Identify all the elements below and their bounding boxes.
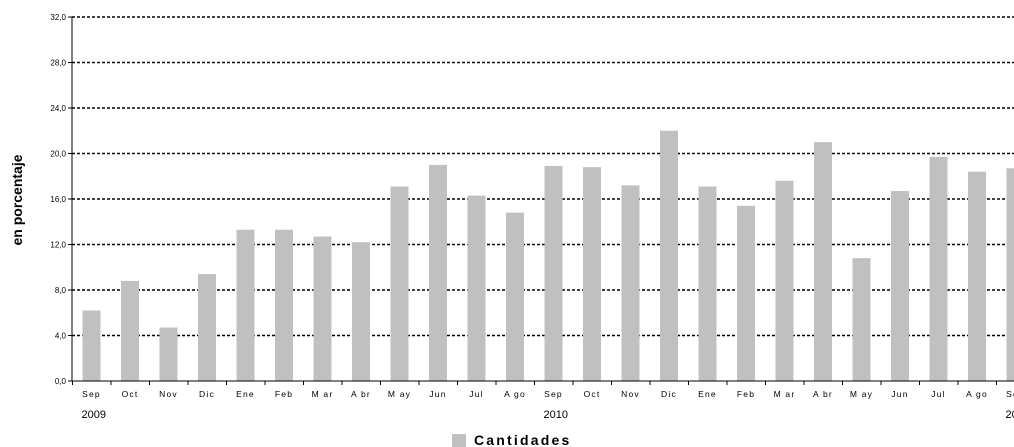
bar	[737, 205, 755, 381]
year-label: 2011	[1006, 409, 1014, 421]
y-tick-label: 28,0	[50, 59, 66, 68]
x-tick-label: Nov	[621, 389, 640, 399]
bar	[429, 164, 447, 381]
bar	[1006, 168, 1014, 381]
bar	[198, 274, 216, 381]
y-tick-label: 12,0	[50, 241, 66, 250]
x-tick-label: Dic	[661, 389, 677, 399]
y-tick-label: 24,0	[50, 104, 66, 113]
bar	[467, 195, 486, 381]
bar	[814, 142, 832, 381]
bar	[929, 156, 948, 381]
x-tick-label: Feb	[737, 389, 755, 399]
y-tick-label: 0,0	[55, 377, 67, 386]
x-tick-label: A go	[966, 389, 988, 399]
y-tick-label: 4,0	[55, 332, 67, 341]
x-tick-label: M ar	[312, 389, 334, 399]
bar	[698, 186, 717, 381]
x-tick-label: Ene	[236, 389, 255, 399]
y-tick-label: 8,0	[55, 286, 67, 295]
x-tick-label: Nov	[159, 389, 178, 399]
y-tick-label: 16,0	[50, 195, 66, 204]
bar	[159, 327, 178, 381]
bar	[621, 185, 640, 381]
bar	[82, 310, 101, 381]
gridlines	[72, 16, 1014, 337]
x-tick-label: Feb	[275, 389, 293, 399]
year-label: 2009	[82, 409, 106, 421]
legend-label: Cantidades	[474, 432, 571, 447]
x-tick-label: Jul	[931, 389, 945, 399]
x-tick-label: M ay	[388, 389, 411, 399]
x-axis-ticks: Sep Oct Nov Dic Ene Feb M ar A br M ay Jun Jul A go…	[72, 381, 1014, 399]
y-tick-label: 20,0	[50, 150, 66, 159]
bar	[352, 242, 370, 381]
bar	[121, 280, 139, 381]
x-tick-label: A go	[504, 389, 526, 399]
legend: Cantidades	[452, 432, 571, 447]
x-tick-label: A br	[813, 389, 833, 399]
bar	[660, 130, 678, 381]
x-tick-label: Jul	[469, 389, 483, 399]
bar	[506, 212, 524, 381]
y-tick-label: 32,0	[50, 13, 66, 22]
bar	[236, 229, 255, 381]
y-axis-label: en porcentaje	[9, 154, 25, 245]
x-tick-label: M ar	[774, 389, 796, 399]
bar	[852, 258, 871, 381]
x-tick-label: M ay	[850, 389, 873, 399]
x-tick-label: Jun	[429, 389, 446, 399]
bars	[82, 130, 1014, 381]
y-axis-ticks: 0,0 4,0 8,0 12,0 16,0 20,0 24,0 28,0 32,0	[50, 13, 72, 386]
x-tick-label: Dic	[199, 389, 215, 399]
bar	[313, 236, 332, 381]
year-labels: 2009 2010 2011	[82, 409, 1014, 421]
x-tick-label: Sep	[544, 389, 563, 399]
x-tick-label: Ene	[698, 389, 717, 399]
bar	[544, 166, 563, 381]
x-tick-label: Jun	[891, 389, 908, 399]
x-tick-label: A br	[351, 389, 371, 399]
x-tick-label: Oct	[122, 389, 139, 399]
x-tick-label: Sep	[1006, 389, 1014, 399]
bar	[968, 171, 986, 381]
x-tick-label: Sep	[82, 389, 101, 399]
bar	[891, 191, 909, 381]
bar	[775, 180, 794, 381]
x-tick-label: Oct	[584, 389, 601, 399]
bar	[583, 167, 601, 381]
bar	[390, 186, 409, 381]
year-label: 2010	[544, 409, 568, 421]
bar	[275, 229, 293, 381]
legend-swatch	[452, 434, 466, 447]
